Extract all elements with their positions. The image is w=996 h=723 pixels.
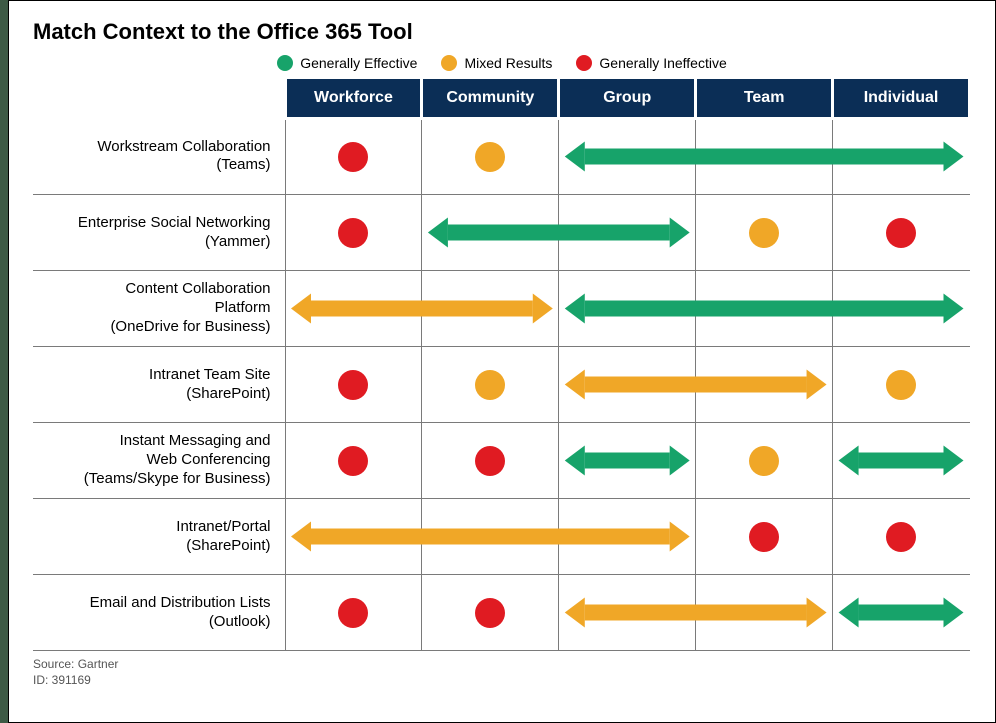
matrix-cell	[696, 423, 833, 499]
matrix-cell	[285, 195, 422, 271]
status-dot	[749, 446, 779, 476]
matrix-cell	[422, 195, 559, 271]
row-label: Workstream Collaboration(Teams)	[33, 119, 285, 195]
matrix-cell	[422, 423, 559, 499]
matrix-cell	[833, 271, 970, 347]
column-header: Individual	[833, 79, 970, 119]
matrix-cell	[833, 423, 970, 499]
matrix-cell	[559, 347, 696, 423]
legend-item-effective: Generally Effective	[277, 55, 417, 71]
matrix-cell	[422, 119, 559, 195]
status-dot	[886, 370, 916, 400]
table-row: Instant Messaging andWeb Conferencing(Te…	[33, 423, 970, 499]
table-row: Intranet Team Site(SharePoint)	[33, 347, 970, 423]
matrix-cell	[559, 271, 696, 347]
status-dot	[475, 142, 505, 172]
legend-label: Generally Ineffective	[599, 55, 726, 71]
matrix-cell	[696, 195, 833, 271]
status-dot	[338, 370, 368, 400]
matrix-cell	[559, 499, 696, 575]
status-dot	[475, 370, 505, 400]
column-header: Workforce	[285, 79, 422, 119]
legend-item-ineffective: Generally Ineffective	[576, 55, 726, 71]
table-row: Enterprise Social Networking(Yammer)	[33, 195, 970, 271]
table-row: Intranet/Portal(SharePoint)	[33, 499, 970, 575]
status-dot	[338, 446, 368, 476]
side-stripe	[0, 0, 8, 723]
matrix-cell	[285, 347, 422, 423]
footer-id: ID: 391169	[33, 673, 971, 689]
matrix-cell	[559, 575, 696, 651]
legend-dot-effective	[277, 55, 293, 71]
legend-item-mixed: Mixed Results	[441, 55, 552, 71]
matrix-cell	[285, 423, 422, 499]
status-dot	[749, 522, 779, 552]
matrix-cell	[559, 119, 696, 195]
status-dot	[749, 218, 779, 248]
matrix-cell	[559, 423, 696, 499]
table-row: Email and Distribution Lists(Outlook)	[33, 575, 970, 651]
status-dot	[886, 522, 916, 552]
matrix-table: WorkforceCommunityGroupTeamIndividual Wo…	[33, 79, 971, 651]
column-header: Team	[696, 79, 833, 119]
matrix-cell	[833, 195, 970, 271]
matrix-cell	[833, 499, 970, 575]
status-dot	[475, 598, 505, 628]
status-dot	[475, 446, 505, 476]
row-label: Intranet/Portal(SharePoint)	[33, 499, 285, 575]
legend-label: Mixed Results	[464, 55, 552, 71]
matrix-cell	[422, 347, 559, 423]
table-row: Content CollaborationPlatform(OneDrive f…	[33, 271, 970, 347]
table-wrap: WorkforceCommunityGroupTeamIndividual Wo…	[33, 79, 971, 651]
status-dot	[338, 598, 368, 628]
matrix-cell	[696, 347, 833, 423]
chart-container: Match Context to the Office 365 Tool Gen…	[8, 0, 996, 723]
legend-label: Generally Effective	[300, 55, 417, 71]
matrix-cell	[559, 195, 696, 271]
matrix-cell	[285, 119, 422, 195]
row-label: Email and Distribution Lists(Outlook)	[33, 575, 285, 651]
legend-dot-ineffective	[576, 55, 592, 71]
status-dot	[886, 218, 916, 248]
matrix-cell	[833, 119, 970, 195]
matrix-cell	[696, 119, 833, 195]
legend-dot-mixed	[441, 55, 457, 71]
matrix-cell	[833, 347, 970, 423]
column-header: Group	[559, 79, 696, 119]
matrix-cell	[285, 499, 422, 575]
row-label: Content CollaborationPlatform(OneDrive f…	[33, 271, 285, 347]
footer: Source: Gartner ID: 391169	[33, 657, 971, 688]
footer-source: Source: Gartner	[33, 657, 971, 673]
row-label: Instant Messaging andWeb Conferencing(Te…	[33, 423, 285, 499]
matrix-cell	[696, 575, 833, 651]
status-dot	[338, 218, 368, 248]
header-empty	[33, 79, 285, 119]
matrix-cell	[422, 271, 559, 347]
column-header: Community	[422, 79, 559, 119]
chart-title: Match Context to the Office 365 Tool	[33, 19, 971, 45]
legend: Generally Effective Mixed Results Genera…	[33, 55, 971, 71]
matrix-cell	[285, 271, 422, 347]
matrix-cell	[285, 575, 422, 651]
matrix-cell	[422, 499, 559, 575]
matrix-cell	[696, 499, 833, 575]
status-dot	[338, 142, 368, 172]
matrix-cell	[422, 575, 559, 651]
table-row: Workstream Collaboration(Teams)	[33, 119, 970, 195]
matrix-cell	[696, 271, 833, 347]
row-label: Intranet Team Site(SharePoint)	[33, 347, 285, 423]
matrix-cell	[833, 575, 970, 651]
row-label: Enterprise Social Networking(Yammer)	[33, 195, 285, 271]
